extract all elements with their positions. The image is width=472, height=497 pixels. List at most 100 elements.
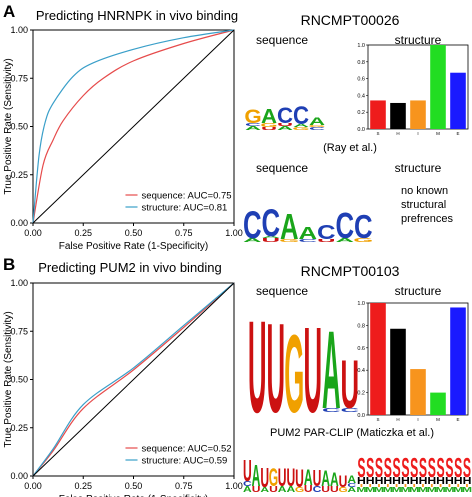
logo-a-bottom-letter-A: A [335,237,354,243]
panel-b-id: RNCMPT00103 [301,263,400,279]
bar-a-bar-E [450,72,466,129]
roc-a-y-axis-label: True Positive Rate (Sensitivity) [3,58,14,194]
logo-b-struct-letter-H: H [454,476,463,487]
logo-b-bottom-letter-U: U [260,462,269,493]
roc-b-series-line-1 [32,282,235,477]
roc-a-x-tick-label: 0.00 [24,228,42,238]
logo-a-top-letter-G: G [244,106,261,127]
logo-b-struct-letter-M: M [356,486,366,494]
logo-a-top-letter-G: G [292,127,309,131]
logo-b-struct-letter-M: M [383,486,393,494]
logo-b-top-letter-A: A [322,307,341,431]
roc-a-y-tick-label: 0.50 [10,122,28,132]
roc-b-y-tick-label: 1.00 [10,278,28,288]
logo-b-struct-letter-H: H [419,476,428,487]
bar-a-bar-S [370,100,386,129]
no-structure-line-1: no known [401,185,448,197]
logo-b-struct-letter-S: S [401,452,409,483]
structure-logo-b-bottom: MIHSMIHSMIHSMIHSMIHSMIHSMIHSMIHSMIHSMIHS… [356,452,472,494]
bar-b-y-tick-label: 0.6 [357,346,365,352]
logo-b-struct-letter-I: I [377,483,380,488]
panel-b-clip-label: PUM2 PAR-CLIP (Maticzka et al.) [270,427,434,439]
logo-a-top-letter-C: C [245,123,262,127]
logo-b-bottom-letter-G: G [338,486,348,494]
bar-b-x-tick-label: I [417,417,418,422]
logo-a-top-letter-A: A [277,125,293,131]
roc-b-x-tick-label: 0.25 [74,481,92,491]
panel-b-letter: B [3,255,15,274]
panel-a-id: RNCMPT00026 [301,12,400,28]
logo-b-bottom-letter-U: U [278,464,287,492]
bar-a-y-tick-label: 0.2 [357,110,365,116]
roc-a-x-tick-label: 0.25 [74,228,92,238]
logo-b-bottom-letter-C: C [313,486,322,495]
bar-a-x-tick-label: M [436,131,440,136]
logo-b-struct-letter-M: M [392,486,402,494]
bar-b-bar-H [390,328,406,415]
panel-b-sequence-label: sequence [256,284,308,298]
roc-b-y-axis-label: True Positive Rate (Sensitivity) [3,311,14,447]
logo-b-struct-letter-I: I [360,483,363,488]
logo-b-struct-letter-M: M [453,486,463,494]
logo-b-struct-letter-S: S [428,452,436,483]
logo-b-struct-letter-I: I [430,483,433,488]
panel-a-sequence-label-2: sequence [256,161,308,175]
logo-a-bottom-letter-C: C [243,203,262,247]
roc-b-diagonal-line [32,282,235,477]
logo-a-bottom-letter-C: C [261,201,280,245]
logo-b-bottom-letter-A: A [347,486,356,494]
logo-b-bottom-letter-A: A [260,486,269,494]
logo-b-struct-letter-M: M [400,486,410,494]
roc-b-y-tick-label: 0.75 [10,326,28,336]
bar-b-x-tick-label: E [456,417,459,422]
logo-b-struct-letter-S: S [463,452,471,483]
panel-a-reference: (Ray et al.) [323,142,377,154]
bar-a-x-tick-label: E [456,131,459,136]
logo-b-struct-letter-S: S [437,452,445,483]
sequence-logo-a-bottom: AC UAC GA CA UC AC GC [243,201,373,247]
logo-b-struct-letter-S: S [419,452,427,483]
panel-a-letter: A [3,2,15,21]
panel-b-structure-label: structure [395,284,442,298]
bar-b-bar-E [450,307,466,415]
logo-a-bottom-letter-A: A [298,223,317,243]
logo-a-top-letter-A: A [245,125,261,131]
roc-b-x-tick-label: 0.50 [125,481,143,491]
logo-b-struct-letter-H: H [383,476,392,487]
logo-a-top-letter-U: U [261,127,277,131]
roc-b-legend-label: structure: AUC=0.59 [142,456,228,467]
logo-a-top-letter-U: U [277,123,293,127]
logo-b-struct-letter-M: M [444,486,454,494]
logo-a-bottom-letter-C: C [298,238,317,243]
logo-b-struct-letter-H: H [427,476,436,487]
bar-a-x-tick-label: I [417,131,418,136]
panel-b-title: Predicting PUM2 in vivo binding [38,260,222,275]
logo-b-struct-letter-H: H [401,476,410,487]
logo-b-struct-letter-I: I [386,483,389,488]
logo-a-bottom-letter-U: U [317,238,336,243]
bar-b-bar-I [410,369,426,415]
logo-b-bottom-letter-U: U [330,486,339,495]
bar-a-bar-H [390,102,406,129]
logo-a-bottom-letter-C: C [354,209,373,246]
roc-a-diagonal-line [32,29,235,224]
logo-b-bottom-letter-U: U [304,484,313,495]
panel-a-title: Predicting HNRNPK in vivo binding [36,8,238,23]
logo-a-bottom-letter-A: A [261,235,280,238]
roc-a-legend-label: structure: AUC=0.81 [142,203,228,214]
logo-a-bottom-letter-C: C [335,206,354,246]
logo-b-struct-letter-I: I [456,483,459,488]
roc-b-legend-label: sequence: AUC=0.52 [142,444,232,455]
roc-b-x-axis-label: False Positive Rate (1-Specificity) [59,494,209,497]
logo-b-top-letter-U: U [266,298,285,439]
logo-b-struct-letter-I: I [421,483,424,488]
logo-b-struct-letter-S: S [454,452,462,483]
logo-b-struct-letter-H: H [436,476,445,487]
logo-b-struct-letter-H: H [445,476,454,487]
no-structure-line-3: prefrences [401,213,453,225]
roc-b-y-tick-label: 0.50 [10,375,28,385]
logo-a-bottom-letter-G: G [353,237,373,243]
logo-b-top-letter-C: C [322,407,341,413]
logo-b-struct-letter-I: I [465,483,468,488]
